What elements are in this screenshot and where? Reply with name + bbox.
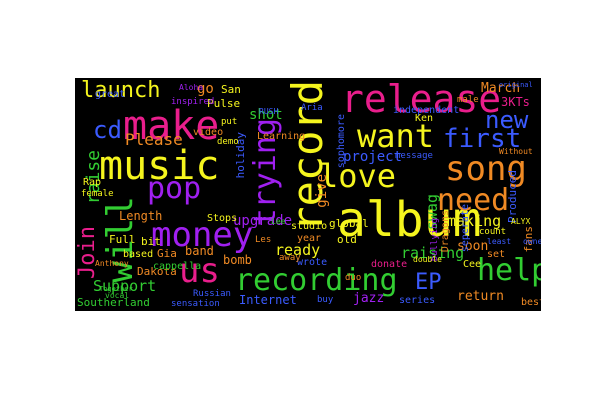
cloud-word: Full <box>109 233 136 246</box>
cloud-word: count <box>479 227 507 237</box>
cloud-word: Together <box>99 285 133 293</box>
cloud-word: Anthony <box>95 259 129 268</box>
cloud-word: Support <box>93 277 157 295</box>
cloud-word: independent <box>393 105 460 116</box>
cloud-word: us <box>179 251 220 291</box>
cloud-word: great <box>95 89 126 100</box>
cloud-word: album <box>337 192 482 248</box>
cloud-word: best <box>521 297 541 308</box>
cloud-word: old <box>337 233 357 246</box>
cloud-word: double <box>413 255 442 264</box>
cloud-word: music <box>99 143 220 189</box>
word-cloud-panel: record release album make music want son… <box>75 78 541 311</box>
cloud-word: Produced <box>506 170 519 223</box>
cloud-word: Lee <box>271 217 286 226</box>
cloud-word: return <box>457 289 504 304</box>
cloud-word: launch <box>81 78 161 103</box>
cloud-word: message <box>395 151 433 161</box>
cloud-word: demo <box>217 137 239 147</box>
cloud-word: put <box>221 117 238 127</box>
cloud-word: need <box>437 183 510 218</box>
cloud-word: ALYX <box>511 217 531 226</box>
cloud-word: Length <box>119 209 163 223</box>
cloud-word: inspired <box>171 97 215 107</box>
cloud-word: make <box>123 103 220 149</box>
cloud-word: studio <box>291 221 328 232</box>
cloud-word: bit <box>141 235 161 248</box>
cloud-word: first <box>443 124 522 154</box>
cloud-word: Learning <box>257 131 306 142</box>
cloud-word: band <box>185 244 214 258</box>
cloud-word: Southerland <box>77 296 150 309</box>
cloud-word: Please <box>125 130 183 149</box>
cloud-word: jazz <box>353 291 385 306</box>
cloud-word: Without <box>499 147 533 156</box>
cloud-word: EP <box>415 270 442 295</box>
cloud-word: Internet <box>239 293 297 307</box>
cloud-word: pop <box>147 171 202 206</box>
cloud-word: ready <box>275 241 321 259</box>
cloud-word: Stops <box>207 213 238 224</box>
cloud-word: help <box>477 253 541 288</box>
cloud-word: original <box>499 81 533 89</box>
cloud-word: RUSH <box>259 107 279 116</box>
cloud-word: Cee <box>463 259 482 270</box>
cloud-word: Pulse <box>207 97 241 110</box>
cloud-word: seperate <box>460 204 471 253</box>
cloud-word: Gia <box>157 247 177 260</box>
cloud-word: release <box>341 78 502 121</box>
cloud-word: one <box>173 310 187 312</box>
cloud-word: least <box>487 237 512 246</box>
cloud-word: male <box>457 95 479 105</box>
cloud-word: song <box>445 149 527 189</box>
cloud-word: Aloha <box>179 83 204 92</box>
cloud-word: year <box>297 233 322 244</box>
cloud-word: sophomore <box>336 114 347 169</box>
cloud-word: Russian <box>193 289 231 299</box>
cloud-word: recording <box>235 263 398 298</box>
cloud-word: Dakota <box>137 265 177 278</box>
cloud-word: based <box>123 249 154 260</box>
cloud-word: Rap <box>83 177 102 188</box>
cloud-word: cappella <box>153 261 202 272</box>
cloud-word: away <box>279 253 301 263</box>
cloud-word: love <box>319 157 397 195</box>
cloud-word: raising <box>401 244 465 262</box>
cloud-word: donate <box>371 259 408 270</box>
cloud-word: making <box>447 212 502 230</box>
cloud-word: money <box>151 215 254 255</box>
cloud-word: set <box>487 249 506 260</box>
cloud-word: soon <box>457 239 489 254</box>
cloud-word: bomb <box>223 253 252 267</box>
cloud-word: owned <box>523 237 541 246</box>
cloud-word: buy <box>317 295 334 305</box>
cloud-word: Join <box>75 226 100 279</box>
cloud-word: series <box>399 295 436 306</box>
cloud-word: sensation <box>171 299 220 309</box>
cloud-word: give <box>314 174 330 208</box>
cloud-word: video <box>193 127 224 138</box>
cloud-word: upgrade <box>233 213 293 229</box>
cloud-word: cd <box>93 116 122 144</box>
cloud-word: Aria <box>301 103 323 113</box>
cloud-word: want <box>357 117 435 155</box>
cloud-word: San <box>221 83 241 96</box>
cloud-word: go <box>197 81 214 97</box>
cloud-word: Ken <box>415 113 434 124</box>
cloud-word: new <box>485 106 529 134</box>
cloud-word: 3KTs <box>501 95 530 109</box>
cloud-word: Les <box>255 235 272 245</box>
cloud-word: global <box>329 217 369 230</box>
cloud-word: vocal <box>105 291 130 300</box>
cloud-word: shot <box>249 107 283 123</box>
cloud-word: project <box>343 149 403 165</box>
cloud-word: March <box>481 81 521 96</box>
cloud-word: wrote <box>297 257 328 268</box>
cloud-word: duo <box>345 273 362 283</box>
cloud-word: Dragons <box>440 210 451 253</box>
cloud-word: female <box>81 189 114 199</box>
